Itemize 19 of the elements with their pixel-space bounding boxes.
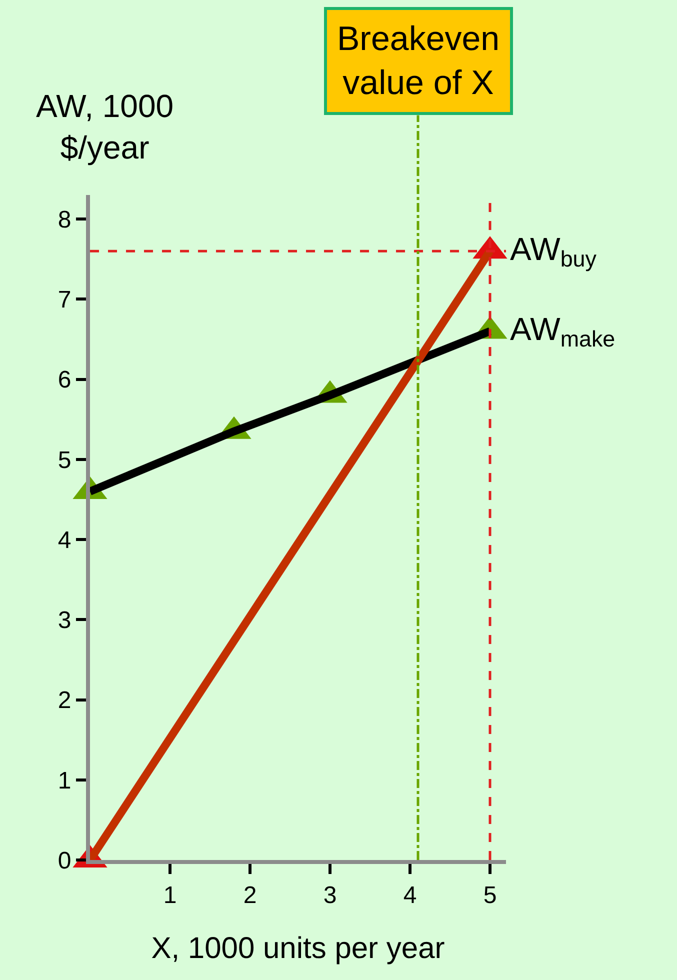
y-tick-label: 4 [58, 526, 72, 554]
x-tick-label: 3 [323, 882, 337, 909]
y-tick-label: 0 [58, 847, 72, 874]
y-axis-title: AW, 1000 $/year [36, 88, 174, 166]
y-tick-label: 1 [58, 767, 72, 794]
x-tick-label: 4 [403, 882, 417, 909]
y-tick-label: 5 [58, 446, 72, 474]
ref-line-label: Breakeven value of X [337, 20, 500, 102]
x-axis-title: X, 1000 units per year [151, 932, 445, 965]
y-tick-label: 2 [58, 687, 72, 714]
x-tick-label: 1 [163, 882, 177, 909]
series-label: AW$_{make}$ [510, 311, 616, 352]
y-tick-label: 6 [58, 366, 72, 394]
y-tick-label: 3 [58, 607, 72, 634]
y-tick-label: 7 [58, 286, 72, 314]
series-label: AW$_{buy}$ [510, 231, 598, 272]
x-tick-label: 2 [243, 882, 257, 909]
y-tick-label: 8 [58, 206, 72, 234]
x-tick-label: 5 [483, 882, 497, 909]
